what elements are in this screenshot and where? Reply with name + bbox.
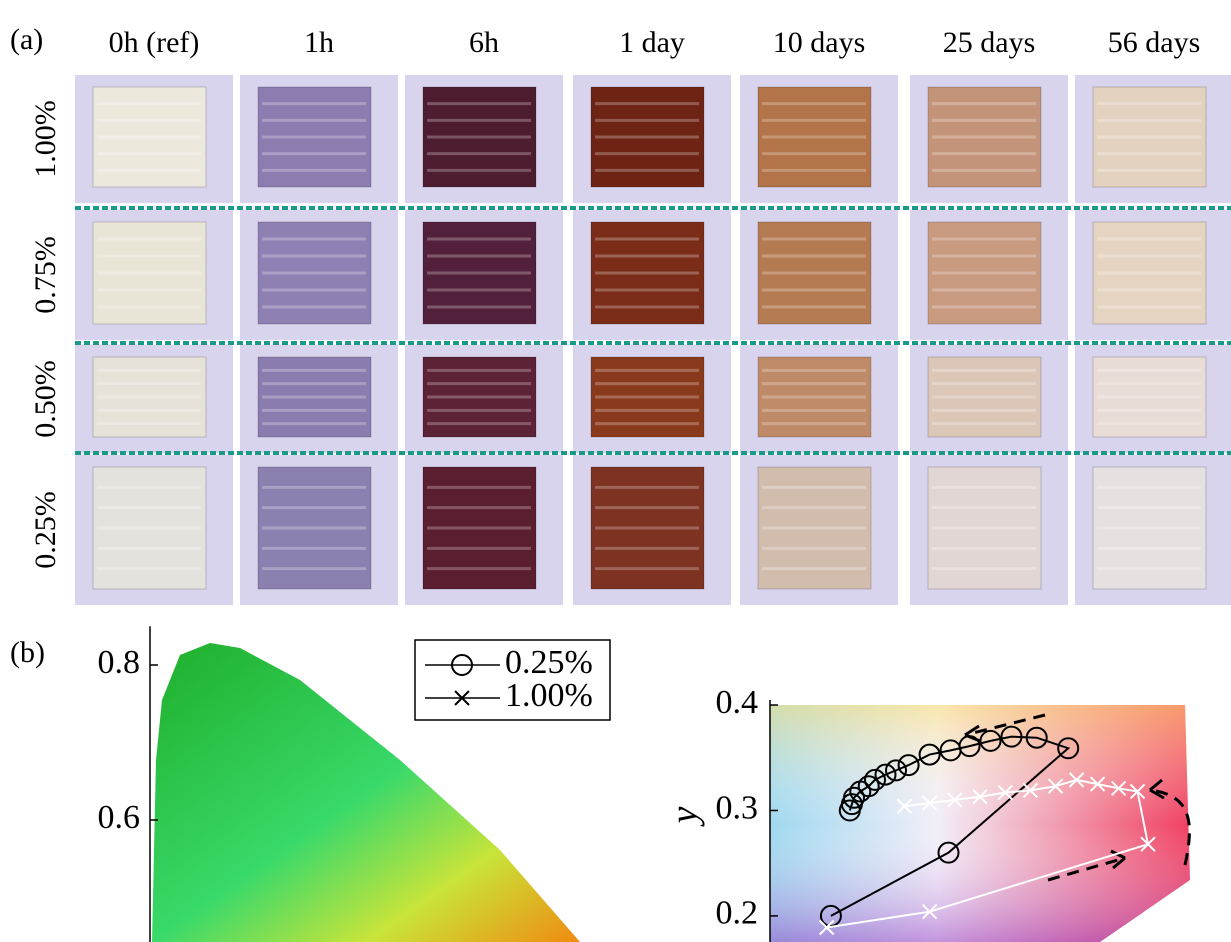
column-header: 0h (ref) bbox=[109, 26, 200, 59]
marker bbox=[921, 795, 938, 811]
panel-label: (a) bbox=[10, 23, 43, 56]
chromaticity-gamut bbox=[152, 643, 580, 942]
row-label: 0.25% bbox=[29, 491, 62, 569]
marker bbox=[997, 784, 1013, 801]
sample bbox=[757, 466, 872, 590]
sample bbox=[257, 466, 372, 590]
row-label: 0.75% bbox=[29, 236, 62, 314]
sample bbox=[927, 466, 1042, 590]
marker bbox=[897, 754, 920, 777]
y-tick-label: 0.8 bbox=[98, 644, 141, 681]
marker bbox=[939, 739, 962, 762]
row-label: 1.00% bbox=[29, 100, 62, 178]
sample bbox=[927, 356, 1042, 438]
marker bbox=[972, 789, 988, 805]
legend bbox=[414, 639, 611, 721]
sample bbox=[927, 86, 1042, 188]
marker bbox=[1022, 782, 1039, 799]
column-header: 1h bbox=[304, 26, 334, 59]
sample bbox=[757, 221, 872, 325]
sample bbox=[92, 356, 207, 438]
sample bbox=[1092, 466, 1207, 590]
y-tick-label: 0.3 bbox=[716, 789, 759, 826]
sample bbox=[257, 86, 372, 188]
marker bbox=[1047, 778, 1064, 794]
sample bbox=[590, 356, 705, 438]
sample bbox=[590, 86, 705, 188]
marker bbox=[1089, 776, 1106, 792]
marker bbox=[1140, 836, 1156, 852]
sample bbox=[422, 356, 537, 438]
sample bbox=[757, 356, 872, 438]
marker bbox=[874, 763, 897, 786]
sample bbox=[422, 86, 537, 188]
marker bbox=[454, 690, 470, 706]
legend-label: 1.00% bbox=[505, 677, 593, 714]
column-header: 1 day bbox=[619, 26, 685, 59]
marker bbox=[979, 729, 1002, 752]
panel-label: (b) bbox=[10, 636, 45, 669]
y-axis-label: y bbox=[664, 806, 706, 827]
marker bbox=[818, 919, 835, 936]
column-header: 25 days bbox=[943, 26, 1036, 59]
marker bbox=[918, 743, 941, 766]
sample bbox=[927, 221, 1042, 325]
marker bbox=[947, 792, 963, 808]
sample bbox=[257, 356, 372, 438]
sample bbox=[92, 221, 207, 325]
sample bbox=[92, 86, 207, 188]
marker bbox=[838, 799, 861, 822]
y-tick-label: 0.2 bbox=[716, 895, 759, 932]
marker bbox=[849, 780, 872, 803]
marker bbox=[1000, 725, 1023, 748]
sample bbox=[590, 221, 705, 325]
marker bbox=[1129, 783, 1146, 800]
y-tick-label: 0.4 bbox=[716, 684, 759, 721]
marker bbox=[885, 759, 907, 782]
sample bbox=[590, 466, 705, 590]
series-line bbox=[830, 735, 1071, 917]
sample bbox=[92, 466, 207, 590]
column-header: 10 days bbox=[773, 26, 866, 59]
sample bbox=[422, 221, 537, 325]
sample bbox=[1092, 221, 1207, 325]
y-tick-label: 0.6 bbox=[98, 799, 141, 836]
sample bbox=[757, 86, 872, 188]
column-header: 56 days bbox=[1108, 26, 1201, 59]
sample bbox=[1092, 356, 1207, 438]
marker bbox=[1068, 772, 1085, 788]
marker bbox=[864, 768, 886, 791]
marker bbox=[896, 798, 913, 814]
marker bbox=[921, 903, 938, 920]
sample bbox=[1092, 86, 1207, 188]
marker bbox=[1057, 737, 1080, 760]
marker bbox=[937, 841, 960, 864]
marker bbox=[451, 654, 473, 676]
series-line bbox=[826, 778, 1150, 929]
color-background bbox=[770, 705, 1190, 942]
photo-grid bbox=[75, 75, 1231, 605]
row-label: 0.50% bbox=[29, 360, 62, 438]
legend-label: 0.25% bbox=[505, 644, 593, 681]
column-header: 6h bbox=[469, 26, 499, 59]
marker bbox=[1025, 726, 1048, 749]
sample bbox=[257, 221, 372, 325]
marker bbox=[1110, 780, 1127, 797]
sample bbox=[422, 466, 537, 590]
